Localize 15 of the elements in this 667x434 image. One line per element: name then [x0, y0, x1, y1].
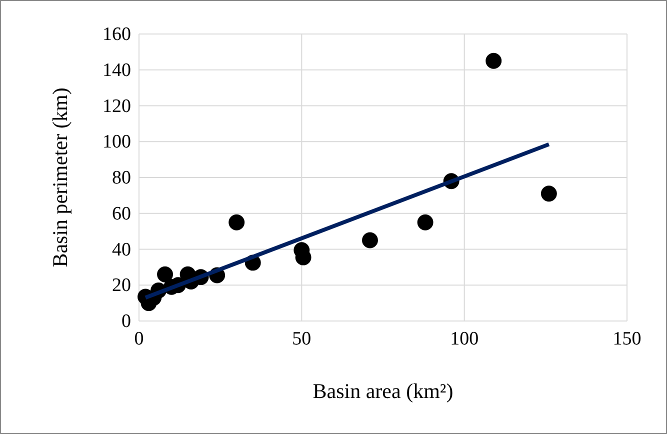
- y-tick-label: 0: [122, 311, 131, 332]
- y-tick-label: 40: [112, 239, 131, 260]
- y-tick-label: 20: [112, 275, 131, 296]
- x-tick-label: 100: [450, 328, 479, 350]
- y-axis-title: Basin perimeter (km): [48, 88, 72, 268]
- y-tick-label: 80: [112, 168, 131, 189]
- x-axis-title: Basin area (km²): [312, 379, 454, 403]
- x-tick-label: 0: [134, 328, 144, 350]
- y-tick-label: 100: [102, 132, 131, 153]
- y-tick-label: 120: [102, 96, 131, 117]
- y-tick-label: 160: [102, 24, 131, 46]
- x-tick-label: 50: [292, 328, 312, 350]
- y-tick-label: 140: [102, 60, 131, 81]
- y-tick-label: 60: [112, 203, 131, 224]
- x-tick-label: 150: [612, 328, 642, 350]
